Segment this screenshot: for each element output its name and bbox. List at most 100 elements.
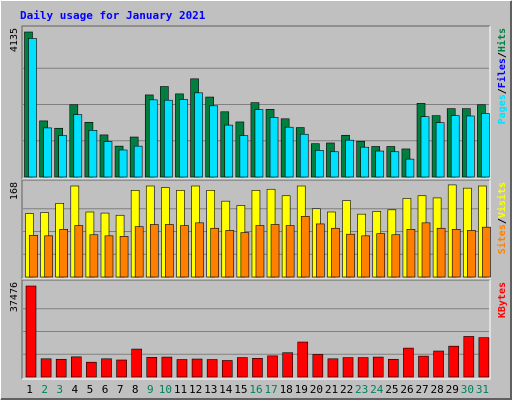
bar-pages-13 bbox=[209, 105, 218, 178]
day-label-9: 9 bbox=[147, 383, 154, 396]
bar-kbytes-22 bbox=[342, 357, 354, 378]
legend-separator: / bbox=[497, 218, 508, 224]
panel-kbytes-bevel-dark bbox=[21, 279, 490, 379]
panel-hits-max-label: 4135 bbox=[9, 28, 20, 52]
bar-kbytes-28 bbox=[433, 350, 444, 378]
bar-sites-9 bbox=[149, 224, 159, 278]
bar-sites-5 bbox=[89, 234, 99, 278]
legend-sites: Sites bbox=[496, 224, 508, 254]
legend-kbytes: KBytes bbox=[497, 282, 508, 318]
day-label-18: 18 bbox=[280, 383, 293, 396]
bar-pages-18 bbox=[284, 126, 294, 178]
day-label-15: 15 bbox=[234, 383, 247, 396]
bar-pages-1 bbox=[28, 38, 37, 178]
bar-kbytes-30 bbox=[463, 336, 475, 378]
bar-sites-4 bbox=[74, 225, 84, 278]
chart-title: Daily usage for January 2021 bbox=[20, 9, 206, 22]
legend-visits: Visits bbox=[496, 182, 508, 218]
panel-visits-bevel-dark bbox=[21, 179, 490, 279]
bar-pages-22 bbox=[345, 139, 354, 178]
day-label-12: 12 bbox=[189, 383, 202, 396]
bar-sites-14 bbox=[225, 230, 235, 278]
bar-sites-1 bbox=[29, 234, 38, 278]
bar-kbytes-19 bbox=[297, 341, 309, 378]
bar-kbytes-8 bbox=[131, 348, 142, 378]
bar-sites-2 bbox=[44, 235, 53, 278]
bar-pages-21 bbox=[330, 151, 339, 178]
bar-kbytes-16 bbox=[252, 358, 263, 378]
bar-pages-23 bbox=[360, 146, 369, 178]
day-label-6: 6 bbox=[102, 383, 109, 396]
panel-visits-bevel-light bbox=[22, 180, 491, 280]
bar-pages-19 bbox=[299, 133, 309, 178]
bar-kbytes-23 bbox=[357, 357, 369, 378]
bar-sites-17 bbox=[270, 224, 280, 278]
day-label-29: 29 bbox=[446, 383, 459, 396]
bar-kbytes-26 bbox=[403, 347, 414, 378]
bar-pages-3 bbox=[58, 135, 67, 178]
day-label-11: 11 bbox=[174, 383, 187, 396]
bar-sites-7 bbox=[119, 236, 129, 278]
bar-kbytes-4 bbox=[70, 356, 82, 378]
bar-pages-24 bbox=[375, 150, 385, 178]
bar-pages-26 bbox=[405, 158, 415, 178]
bar-pages-30 bbox=[466, 115, 475, 178]
bar-sites-13 bbox=[210, 227, 219, 278]
day-label-10: 10 bbox=[159, 383, 172, 396]
bar-pages-11 bbox=[179, 99, 188, 178]
panel-visits-max-label: 168 bbox=[9, 182, 20, 200]
day-label-20: 20 bbox=[310, 383, 323, 396]
legend-hits: Hits bbox=[496, 28, 508, 52]
day-label-16: 16 bbox=[249, 383, 262, 396]
day-label-19: 19 bbox=[295, 383, 308, 396]
bar-kbytes-17 bbox=[267, 355, 278, 378]
bar-kbytes-12 bbox=[191, 358, 203, 378]
bar-kbytes-25 bbox=[388, 358, 399, 378]
bar-pages-16 bbox=[254, 109, 264, 178]
bar-sites-18 bbox=[285, 225, 295, 278]
bar-pages-17 bbox=[269, 117, 279, 178]
bar-pages-6 bbox=[103, 141, 113, 178]
bar-kbytes-13 bbox=[206, 359, 218, 378]
panel-hits-bevel-dark bbox=[21, 25, 490, 179]
legend-separator: / bbox=[497, 88, 508, 94]
bar-kbytes-14 bbox=[221, 360, 233, 378]
bar-sites-11 bbox=[180, 225, 189, 278]
day-label-27: 27 bbox=[415, 383, 428, 396]
bar-pages-25 bbox=[390, 151, 400, 178]
day-label-2: 2 bbox=[41, 383, 48, 396]
bar-kbytes-24 bbox=[372, 356, 384, 378]
day-label-31: 31 bbox=[476, 383, 489, 396]
bar-sites-27 bbox=[421, 222, 431, 278]
legend-files: Files bbox=[496, 58, 508, 88]
day-label-7: 7 bbox=[117, 383, 124, 396]
bar-kbytes-20 bbox=[312, 354, 324, 378]
bar-pages-14 bbox=[224, 124, 234, 178]
day-label-14: 14 bbox=[219, 383, 233, 396]
bar-sites-20 bbox=[316, 223, 325, 278]
panel-kbytes-legend: KBytes bbox=[497, 282, 508, 318]
bar-pages-7 bbox=[118, 149, 128, 178]
panel-hits-bevel-light bbox=[22, 26, 491, 180]
day-label-30: 30 bbox=[461, 383, 474, 396]
day-label-21: 21 bbox=[325, 383, 338, 396]
bar-sites-19 bbox=[300, 216, 310, 278]
day-label-3: 3 bbox=[56, 383, 63, 396]
panel-visits: 168 Sites/Visits bbox=[9, 179, 508, 280]
bar-sites-26 bbox=[406, 229, 416, 278]
bar-sites-16 bbox=[255, 225, 265, 278]
bar-sites-8 bbox=[134, 226, 144, 278]
bar-pages-15 bbox=[239, 135, 249, 178]
bar-pages-4 bbox=[73, 114, 83, 178]
bar-sites-23 bbox=[361, 235, 370, 278]
bar-sites-12 bbox=[195, 222, 204, 278]
bar-pages-9 bbox=[148, 99, 158, 178]
day-label-24: 24 bbox=[370, 383, 384, 396]
day-label-1: 1 bbox=[26, 383, 33, 396]
bar-pages-12 bbox=[194, 92, 203, 178]
bar-kbytes-7 bbox=[116, 359, 127, 378]
bar-sites-15 bbox=[240, 232, 250, 278]
bar-kbytes-6 bbox=[101, 358, 112, 378]
bar-sites-21 bbox=[331, 227, 340, 278]
